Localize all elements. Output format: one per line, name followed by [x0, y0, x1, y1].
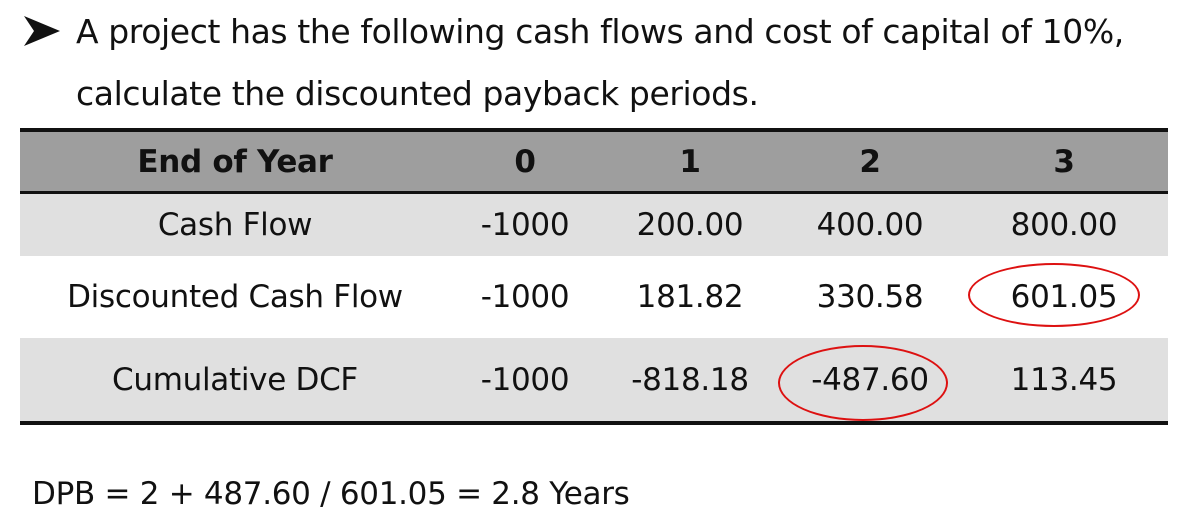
table-cell: -818.18: [631, 361, 749, 398]
table-top-rule: [20, 128, 1168, 132]
table-cell: 181.82: [636, 279, 744, 315]
table-bottom-rule: [20, 421, 1168, 425]
header-cell: 3: [1053, 143, 1075, 180]
table-cell: -1000: [480, 361, 570, 398]
highlight-ellipse-dcf-year3: [968, 263, 1140, 327]
row-label: Cash Flow: [157, 207, 313, 243]
header-cell: 2: [859, 143, 881, 180]
table-row-cash-flow: Cash Flow -1000 200.00 400.00 800.00: [20, 194, 1168, 256]
row-label: Cumulative DCF: [112, 361, 358, 398]
header-cell: End of Year: [137, 143, 333, 180]
table-cell: 200.00: [636, 207, 744, 243]
table-header-rule: [20, 191, 1168, 194]
question-line-2: calculate the discounted payback periods…: [76, 74, 759, 113]
table-cell: 330.58: [816, 279, 924, 315]
table-row-cumulative-dcf: Cumulative DCF -1000 -818.18 -487.60 113…: [20, 338, 1168, 421]
dpb-formula: DPB = 2 + 487.60 / 601.05 = 2.8 Years: [32, 476, 630, 512]
highlight-ellipse-cumulative-year2: [778, 345, 948, 421]
table-cell: -1000: [480, 207, 570, 243]
row-label: Discounted Cash Flow: [67, 279, 403, 315]
table-cell: 113.45: [1010, 361, 1118, 398]
table-cell: -1000: [480, 279, 570, 315]
table-cell: 400.00: [816, 207, 924, 243]
header-cell: 0: [514, 143, 536, 180]
table-cell: 800.00: [1010, 207, 1118, 243]
table-header-row: End of Year 0 1 2 3: [20, 132, 1168, 191]
header-cell: 1: [679, 143, 701, 180]
arrowhead-bullet-icon: [24, 16, 60, 46]
question-line-1: A project has the following cash flows a…: [76, 12, 1124, 51]
